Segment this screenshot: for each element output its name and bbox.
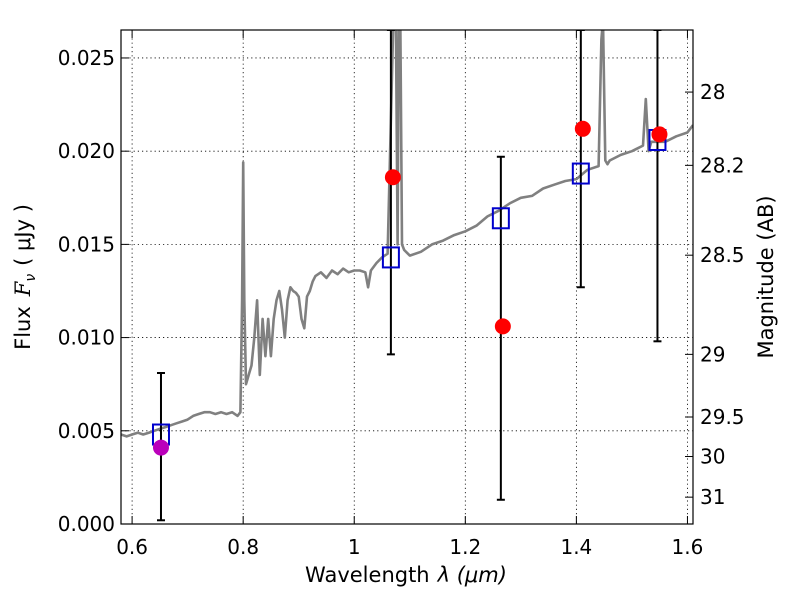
y2-tick-label: 30 xyxy=(700,445,725,469)
plot-background xyxy=(121,30,693,524)
observed-point xyxy=(494,318,511,335)
y2-tick-label: 29.5 xyxy=(700,405,745,429)
svg-text:Magnitude (AB): Magnitude (AB) xyxy=(754,195,778,358)
y2-axis-label: Magnitude (AB) xyxy=(754,195,778,358)
y2-tick-label: 28.5 xyxy=(700,243,745,267)
y-tick-label: 0.020 xyxy=(58,139,115,163)
x-tick-label: 1.4 xyxy=(560,535,592,559)
synthetic-point xyxy=(491,207,510,230)
observed-point xyxy=(152,439,169,456)
observed-point xyxy=(651,126,668,143)
x-tick-label: 1.2 xyxy=(449,535,481,559)
y-tick-label: 0.010 xyxy=(58,326,115,350)
x-axis-label: Wavelength λ (μm) xyxy=(305,563,507,587)
plot-frame xyxy=(120,29,694,525)
y2-tick-label: 31 xyxy=(700,485,725,509)
y-tick-label: 0.025 xyxy=(58,46,115,70)
y2-tick-label: 28.2 xyxy=(700,153,745,177)
observed-point xyxy=(574,120,591,137)
observed-point xyxy=(384,169,401,186)
axis-ticks: 0.6 0.8 1 1.2 1.4 1.6 0.000 0.005 0.010 0.015 0.02… xyxy=(58,30,745,559)
y-tick-label: 0.015 xyxy=(58,232,115,256)
y-tick-label: 0.005 xyxy=(58,419,115,443)
x-tick-label: 1 xyxy=(348,535,361,559)
synthetic-point xyxy=(381,246,400,269)
x-tick-label: 1.6 xyxy=(672,535,704,559)
synthetic-point xyxy=(571,162,590,185)
points-layer xyxy=(151,120,668,456)
y-axis-label: FluxFν( μJy ) xyxy=(11,204,39,350)
y2-tick-label: 29 xyxy=(700,342,725,366)
x-tick-label: 0.8 xyxy=(227,535,259,559)
y2-tick-label: 28 xyxy=(700,80,725,104)
y-tick-label: 0.000 xyxy=(58,512,115,536)
x-tick-label: 0.6 xyxy=(116,535,148,559)
svg-text:FluxFν( μJy ): FluxFν( μJy ) xyxy=(11,204,39,350)
